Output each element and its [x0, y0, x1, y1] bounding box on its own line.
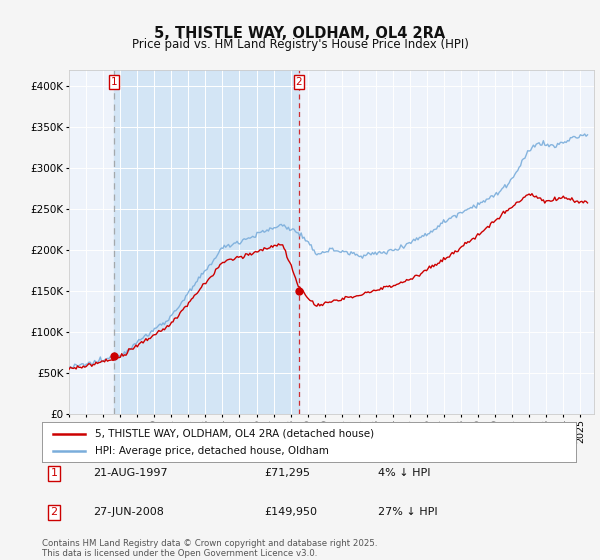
Text: 1: 1 — [110, 77, 118, 87]
Text: 27% ↓ HPI: 27% ↓ HPI — [378, 507, 437, 517]
Text: 5, THISTLE WAY, OLDHAM, OL4 2RA: 5, THISTLE WAY, OLDHAM, OL4 2RA — [154, 26, 446, 41]
Text: 2: 2 — [296, 77, 302, 87]
Text: 4% ↓ HPI: 4% ↓ HPI — [378, 468, 431, 478]
Text: HPI: Average price, detached house, Oldham: HPI: Average price, detached house, Oldh… — [95, 446, 329, 456]
Text: 27-JUN-2008: 27-JUN-2008 — [93, 507, 164, 517]
Text: 1: 1 — [50, 468, 58, 478]
Text: 21-AUG-1997: 21-AUG-1997 — [93, 468, 167, 478]
Text: 2: 2 — [50, 507, 58, 517]
Text: 5, THISTLE WAY, OLDHAM, OL4 2RA (detached house): 5, THISTLE WAY, OLDHAM, OL4 2RA (detache… — [95, 429, 374, 439]
Text: £149,950: £149,950 — [264, 507, 317, 517]
Text: Price paid vs. HM Land Registry's House Price Index (HPI): Price paid vs. HM Land Registry's House … — [131, 38, 469, 52]
Text: Contains HM Land Registry data © Crown copyright and database right 2025.
This d: Contains HM Land Registry data © Crown c… — [42, 539, 377, 558]
Text: £71,295: £71,295 — [264, 468, 310, 478]
Bar — [114, 70, 299, 414]
